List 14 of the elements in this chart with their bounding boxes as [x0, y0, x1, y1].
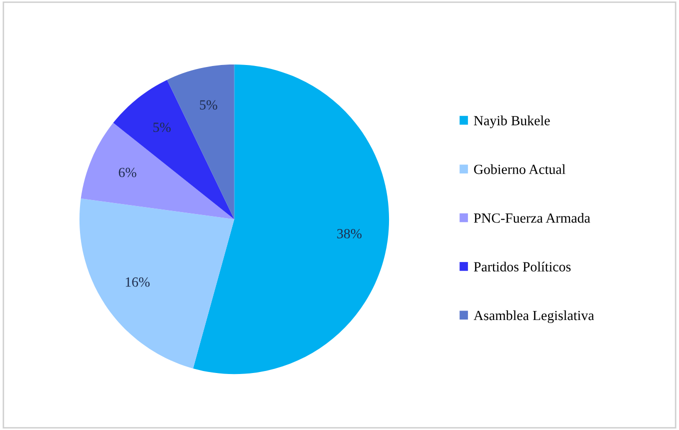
pie-slice [193, 64, 390, 374]
pie-slice [80, 122, 234, 220]
data-label: 38% [337, 228, 362, 238]
legend-label: Partidos Políticos [474, 262, 571, 272]
data-label: 16% [126, 277, 150, 287]
pie-slice [79, 198, 234, 369]
data-label: 6% [118, 168, 136, 178]
legend-label: Nayib Bukele [474, 116, 550, 128]
data-label: 5% [153, 122, 171, 132]
legend-label: Asamblea Legislativa [474, 310, 594, 324]
legend-label: Gobierno Actual [474, 164, 566, 174]
pie-slice [113, 80, 234, 220]
legend-label: PNC-Fuerza Armada [474, 213, 590, 223]
data-label: 5% [200, 100, 218, 110]
